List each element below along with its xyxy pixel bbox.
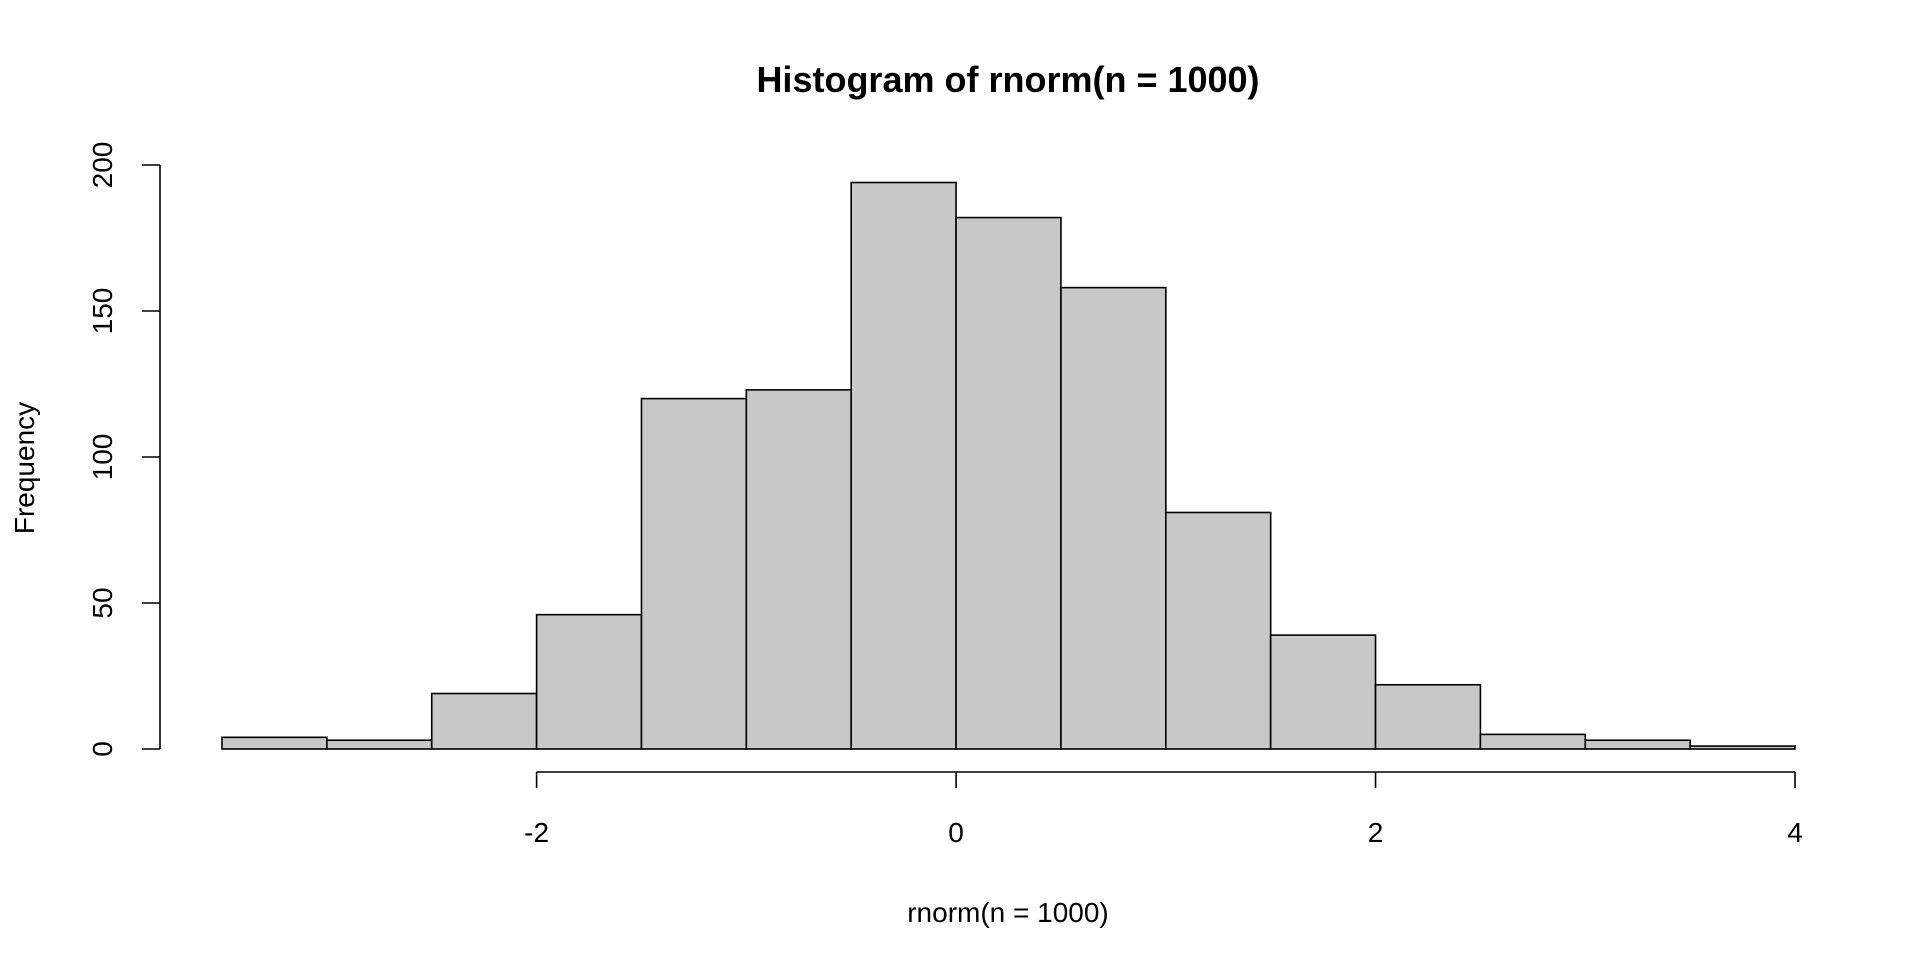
bars-group	[221, 181, 1796, 750]
x-tick-label: 2	[1368, 817, 1384, 848]
x-tick-label: 4	[1787, 817, 1803, 848]
histogram-bar-8	[1060, 286, 1167, 750]
histogram-bar-3	[535, 613, 643, 750]
x-axis-title: rnorm(n = 1000)	[907, 897, 1109, 928]
histogram-bar-1	[326, 739, 433, 750]
histogram-bar-4	[640, 397, 748, 750]
histogram-bar-2	[430, 692, 538, 750]
x-tick-label: 0	[948, 817, 964, 848]
y-tick-label: 100	[87, 434, 118, 481]
histogram-bar-0	[221, 736, 328, 750]
y-tick-label: 50	[87, 587, 118, 618]
histogram-bar-7	[955, 216, 1062, 750]
histogram-bar-6	[850, 181, 957, 750]
histogram-bar-14	[1689, 745, 1796, 750]
y-axis-title: Frequency	[9, 402, 40, 534]
y-tick-label: 0	[87, 741, 118, 757]
histogram-bar-12	[1479, 733, 1587, 750]
y-tick-label: 200	[87, 142, 118, 189]
histogram-bar-11	[1374, 683, 1482, 750]
y-tick-label: 150	[87, 288, 118, 335]
y-axis: 0 50 100 150 200	[87, 142, 161, 757]
x-axis: -2 0 2 4	[524, 771, 1803, 848]
x-tick-label: -2	[524, 817, 549, 848]
histogram-bar-10	[1269, 634, 1377, 750]
chart-title: Histogram of rnorm(n = 1000)	[756, 59, 1259, 100]
histogram-bar-9	[1165, 511, 1272, 750]
histogram-bar-5	[745, 389, 852, 750]
histogram-bar-13	[1584, 739, 1691, 750]
